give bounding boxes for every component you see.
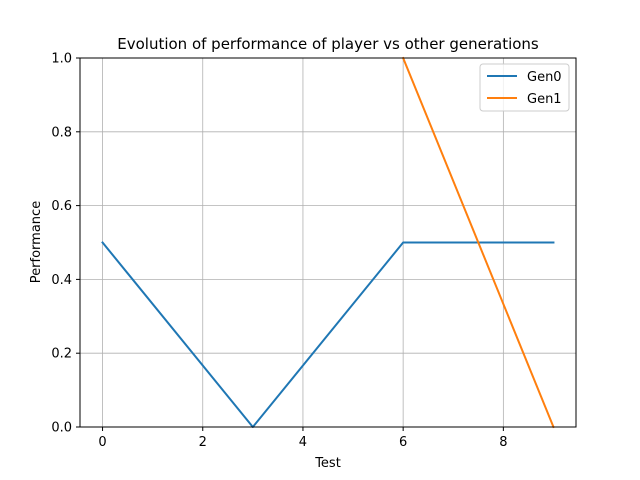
series-line-gen1 <box>401 56 555 429</box>
y-tick-label: 0.8 <box>51 125 72 140</box>
plot-frame <box>79 57 577 428</box>
y-tick-label: 0.2 <box>51 347 72 362</box>
x-tick-label: 8 <box>499 435 507 450</box>
y-tick-label: 1.0 <box>51 52 72 67</box>
y-tick-label: 0.4 <box>51 273 72 288</box>
legend-label-gen1: Gen1 <box>527 92 562 107</box>
y-tick-label: 0.0 <box>51 421 72 436</box>
y-axis-label: Performance <box>29 201 44 283</box>
axis-ticks: 0 2 4 6 8 0.0 0.2 0.4 0.6 0.8 1.0 <box>51 52 507 451</box>
x-tick-label: 2 <box>199 435 207 450</box>
x-tick-label: 6 <box>399 435 407 450</box>
legend-label-gen0: Gen0 <box>527 70 562 85</box>
y-tick-label: 0.6 <box>51 199 72 214</box>
axes-frame <box>79 57 577 428</box>
x-tick-label: 0 <box>98 435 106 450</box>
x-axis-label: Test <box>314 456 341 471</box>
chart-title: Evolution of performance of player vs ot… <box>117 35 539 53</box>
data-series <box>101 56 555 429</box>
legend: Gen0 Gen1 <box>479 63 570 112</box>
x-tick-label: 4 <box>299 435 307 450</box>
